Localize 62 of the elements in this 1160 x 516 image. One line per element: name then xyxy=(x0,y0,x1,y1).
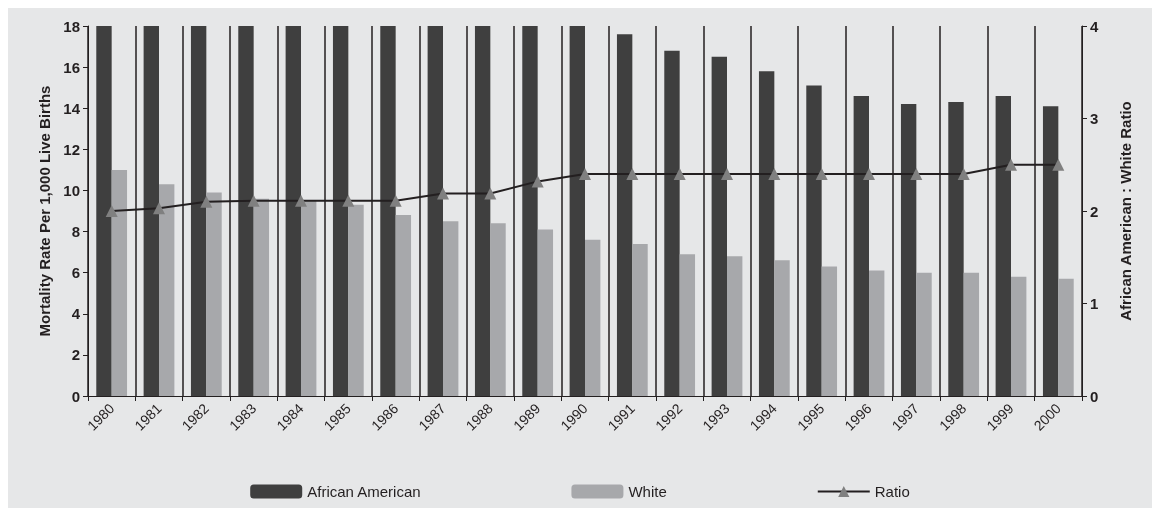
y-tick-label: 8 xyxy=(71,223,80,241)
bar xyxy=(679,254,696,396)
y-tick-label: 10 xyxy=(63,181,80,199)
bar xyxy=(395,215,412,396)
bar xyxy=(853,95,869,396)
bar xyxy=(774,260,790,396)
bar xyxy=(443,221,459,396)
y2-tick-label: 2 xyxy=(1090,202,1099,220)
bar xyxy=(238,26,254,396)
bar xyxy=(537,229,554,396)
y-tick-label: 0 xyxy=(71,387,80,405)
y2-axis-title: African American : White Ratio xyxy=(1117,101,1134,321)
y-axis-title: Mortality Rate Per 1,000 Live Births xyxy=(36,85,53,337)
legend-label: Ratio xyxy=(874,483,910,500)
bar xyxy=(301,200,317,396)
y2-tick-label: 4 xyxy=(1090,17,1099,35)
bar xyxy=(1042,106,1059,396)
bar xyxy=(632,243,648,396)
bar xyxy=(916,272,932,396)
bar xyxy=(253,198,270,396)
bar xyxy=(616,34,633,396)
bar xyxy=(1011,276,1027,396)
y-tick-label: 18 xyxy=(63,17,80,35)
y2-tick-label: 1 xyxy=(1090,295,1099,312)
bar xyxy=(869,270,885,396)
bar xyxy=(96,26,112,396)
bar xyxy=(380,26,396,396)
y-tick-label: 2 xyxy=(71,346,80,364)
bar xyxy=(111,169,128,396)
bar xyxy=(963,272,980,396)
bar xyxy=(995,95,1011,396)
legend-label: African American xyxy=(307,483,421,500)
bar xyxy=(806,85,822,396)
bar xyxy=(490,223,506,396)
bar xyxy=(348,204,364,396)
y2-tick-label: 3 xyxy=(1090,110,1099,127)
y-tick-label: 12 xyxy=(63,140,80,158)
bar xyxy=(569,26,585,396)
bar xyxy=(206,192,222,396)
y-tick-label: 6 xyxy=(71,264,80,282)
y-tick-label: 16 xyxy=(63,58,80,76)
y-tick-label: 14 xyxy=(63,99,81,117)
y2-tick-label: 0 xyxy=(1090,387,1099,405)
bar xyxy=(900,104,917,396)
legend-label: White xyxy=(628,483,667,500)
bar xyxy=(1058,278,1074,396)
bar xyxy=(474,26,491,396)
bar xyxy=(664,50,680,396)
bar xyxy=(159,184,175,396)
bar xyxy=(427,26,443,396)
bar xyxy=(758,71,775,396)
bar xyxy=(711,56,727,396)
bar xyxy=(190,26,207,396)
bar xyxy=(821,266,838,396)
y-tick-label: 4 xyxy=(71,305,81,323)
bar xyxy=(522,26,538,396)
bar xyxy=(727,256,743,396)
bar xyxy=(143,26,159,396)
bar xyxy=(948,102,964,396)
bar xyxy=(285,26,301,396)
bar xyxy=(332,26,349,396)
bar xyxy=(585,239,601,396)
